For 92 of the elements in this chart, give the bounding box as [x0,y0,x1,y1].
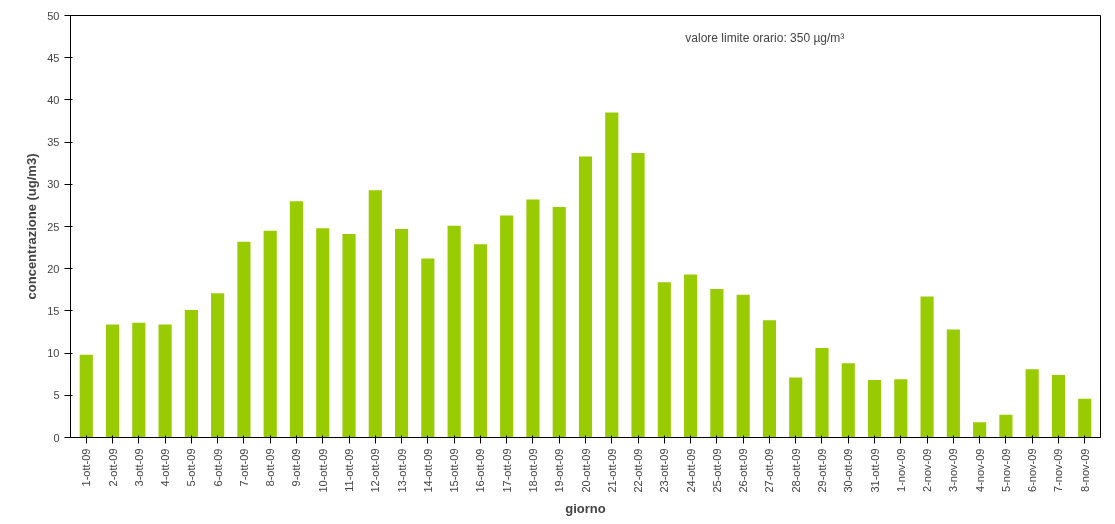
bar [1025,369,1039,438]
bar [342,234,356,438]
bar [815,348,829,438]
x-tick-label: 14-ott-09 [421,448,434,493]
y-tick-label: 10 [47,347,60,360]
bar [500,215,514,438]
x-tick-label: 3-ott-09 [132,448,145,487]
annotation: valore limite orario: 350 µg/m³ [685,31,845,46]
x-tick-label: 17-ott-09 [500,448,513,493]
bar [1051,375,1066,438]
x-tick-label: 12-ott-09 [369,448,382,493]
x-tick-label: 8-nov-09 [1078,448,1091,492]
bar [105,324,120,438]
x-tick-label: 29-ott-09 [815,448,828,493]
x-tick-label: 1-ott-09 [80,448,93,487]
bar [657,282,671,438]
bar [920,296,934,438]
x-tick-label: 6-nov-09 [1026,448,1039,492]
bar [762,320,776,438]
y-axis-title: concentrazione (ug/m3) [24,153,40,300]
bar [867,380,882,438]
bar [710,288,724,438]
x-tick-label: 18-ott-09 [526,448,539,493]
x-tick-label: 31-ott-09 [868,448,881,493]
x-tick-label: 5-ott-09 [185,448,198,487]
x-tick-label: 9-ott-09 [290,448,303,487]
x-tick-label: 25-ott-09 [710,448,723,493]
x-tick-label: 23-ott-09 [658,448,671,493]
y-tick-label: 40 [47,93,60,106]
bar [263,230,277,438]
bar [316,228,330,438]
bar [841,363,855,438]
x-tick-label: 30-ott-09 [842,448,855,493]
x-tick-label: 22-ott-09 [632,448,645,493]
bar [395,229,409,438]
x-tick-label: 7-nov-09 [1052,448,1065,492]
bar [578,156,593,438]
x-tick-label: 24-ott-09 [684,448,697,493]
bar [132,322,146,438]
x-tick-label: 7-ott-09 [237,448,250,487]
x-axis-title: giorno [565,500,606,516]
bar [473,244,487,438]
bar [631,153,645,438]
x-tick-label: 3-nov-09 [947,448,960,492]
x-tick-label: 26-ott-09 [737,448,750,493]
bar [946,329,960,438]
x-tick-label: 28-ott-09 [789,448,802,493]
x-tick-label: 27-ott-09 [763,448,776,493]
x-tick-label: 4-ott-09 [159,448,172,487]
x-tick-label: 1-nov-09 [894,448,907,492]
x-tick-label: 13-ott-09 [395,448,408,493]
bar [368,190,382,438]
x-tick-label: 10-ott-09 [316,448,329,493]
bar [184,310,198,438]
y-tick-label: 5 [53,389,60,402]
x-tick-label: 16-ott-09 [474,448,487,493]
y-tick-label: 0 [53,431,60,444]
x-tick-label: 8-ott-09 [264,448,277,487]
bar [736,294,750,438]
bar [605,112,619,438]
bar [211,293,225,438]
x-tick-label: 2-nov-09 [921,448,934,492]
y-tick-label: 15 [47,304,60,317]
x-tick-label: 5-nov-09 [999,448,1012,492]
y-tick-label: 50 [47,9,60,22]
x-tick-label: 20-ott-09 [579,448,592,493]
bar [789,377,803,438]
x-tick-label: 19-ott-09 [553,448,566,493]
bar [237,241,251,438]
y-tick-label: 25 [47,220,60,233]
bar [526,199,540,438]
x-tick-label: 21-ott-09 [605,448,618,493]
bar [421,258,435,438]
bar [684,274,698,438]
bar [79,354,93,438]
bar [973,422,987,438]
x-tick-label: 6-ott-09 [211,448,224,487]
bar [447,225,461,438]
bar [999,414,1013,438]
y-tick-label: 30 [47,178,60,191]
bar [289,201,304,438]
bar [552,207,566,438]
bar [1078,398,1092,438]
bar [158,324,172,438]
bar [894,379,908,438]
x-tick-label: 4-nov-09 [973,448,986,492]
y-tick-label: 45 [47,51,60,64]
x-tick-label: 2-ott-09 [106,448,119,487]
y-tick-label: 35 [47,136,60,149]
y-tick-label: 20 [47,262,60,275]
x-tick-label: 11-ott-09 [343,448,356,492]
x-tick-label: 15-ott-09 [448,448,461,493]
